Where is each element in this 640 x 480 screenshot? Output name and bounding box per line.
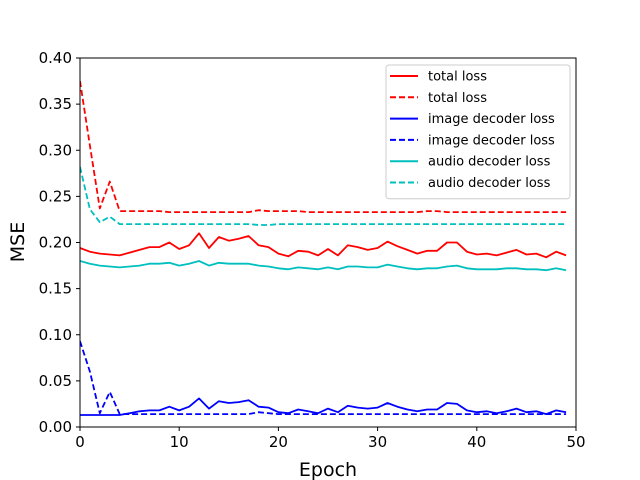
x-tick-label: 20 <box>269 433 288 451</box>
y-axis: 0.00 0.05 0.10 0.15 0.20 0.25 0.30 0.35 0.40 <box>39 49 80 436</box>
x-tick-label: 0 <box>75 433 85 451</box>
legend: total loss total loss image decoder loss im… <box>385 64 571 200</box>
x-tick-label: 50 <box>566 433 585 451</box>
series-line-0-total-loss-solid <box>80 232 567 259</box>
series-line-3-image-decoder-loss-dashed <box>80 340 567 416</box>
legend-box <box>385 64 571 200</box>
legend-label: image decoder loss <box>428 133 555 148</box>
y-tick-label: 0.35 <box>39 95 72 113</box>
series-layer <box>80 80 567 416</box>
y-tick-label: 0.05 <box>39 372 72 390</box>
y-tick-label: 0.25 <box>39 187 72 205</box>
y-tick-label: 0.10 <box>39 326 72 344</box>
legend-label: total loss <box>428 70 487 85</box>
series-line-1-total-loss-dashed <box>80 80 567 214</box>
x-axis-title: Epoch <box>299 459 357 480</box>
y-tick-label: 0.30 <box>39 141 72 159</box>
y-tick-label: 0.00 <box>39 418 72 436</box>
legend-label: image decoder loss <box>428 112 555 127</box>
legend-label: audio decoder loss <box>428 155 551 170</box>
legend-label: audio decoder loss <box>428 176 551 191</box>
y-axis-title: MSE <box>7 222 29 262</box>
series-line-2-image-decoder-loss-solid <box>80 397 567 416</box>
legend-label: total loss <box>428 91 487 106</box>
series-line-4-audio-decoder-loss-solid <box>80 260 567 272</box>
x-axis: 0 10 20 30 40 50 <box>75 427 586 451</box>
y-tick-label: 0.40 <box>39 49 72 67</box>
y-tick-label: 0.20 <box>39 234 72 252</box>
x-tick-label: 10 <box>170 433 189 451</box>
x-tick-label: 40 <box>467 433 486 451</box>
y-tick-label: 0.15 <box>39 280 72 298</box>
x-tick-label: 30 <box>368 433 387 451</box>
